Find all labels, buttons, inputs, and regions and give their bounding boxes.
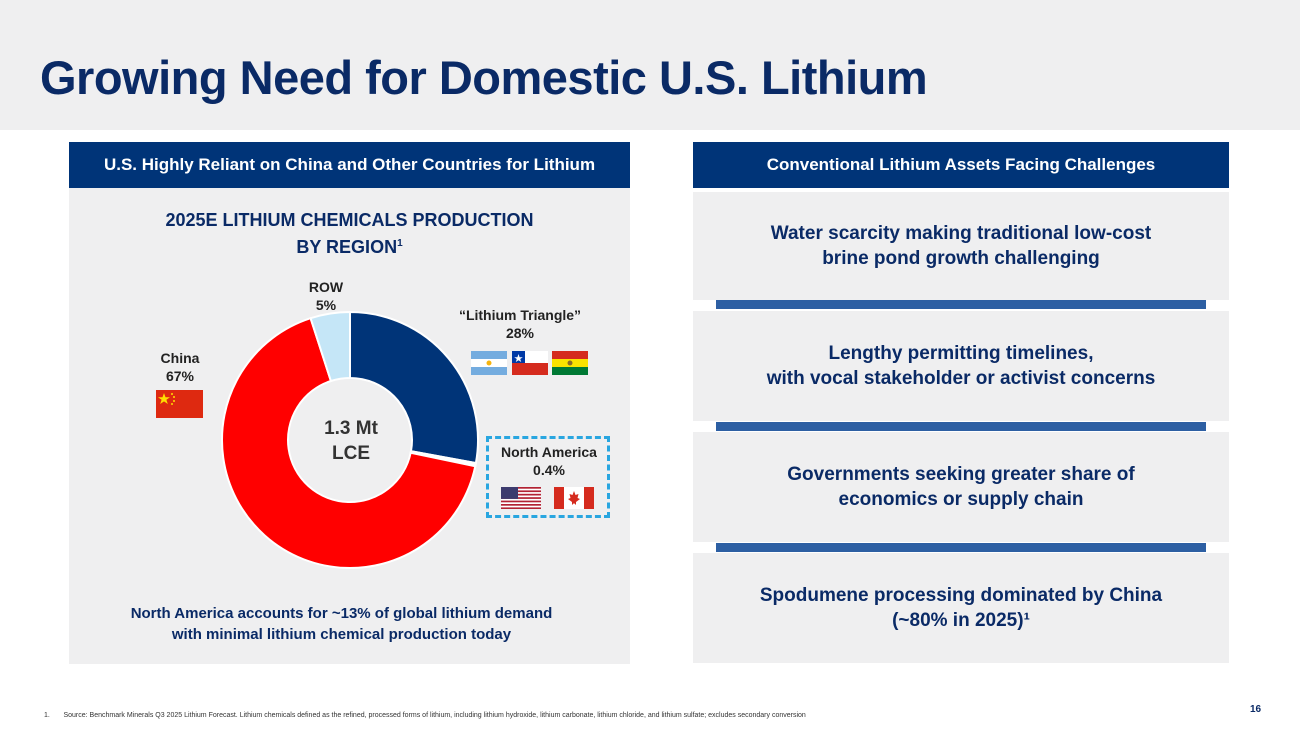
north-america-slice-label: North America 0.4% [489, 443, 609, 479]
chile-flag-icon [512, 351, 548, 375]
row-name: ROW [308, 279, 344, 295]
lithium-triangle-value: 28% [505, 325, 535, 341]
donut-slice-row [309, 310, 351, 383]
donut-slice-lithium-triangle [349, 310, 479, 465]
canada-flag-icon [554, 487, 594, 509]
china-name: China [160, 350, 200, 366]
right-panel-header: Conventional Lithium Assets Facing Chall… [693, 142, 1229, 188]
lithium-triangle-slice-label: “Lithium Triangle” 28% [440, 306, 600, 342]
north-america-demand-note: North America accounts for ~13% of globa… [69, 603, 614, 645]
note-line2: with minimal lithium chemical production… [171, 626, 512, 643]
china-slice-label: China 67% [130, 349, 230, 385]
donut-slice-china [221, 316, 477, 569]
challenge-divider [716, 543, 1206, 552]
row-value: 5% [315, 297, 337, 313]
chart-title-line1: 2025E LITHIUM CHEMICALS PRODUCTION [165, 210, 534, 230]
center-label-line2: LCE [332, 443, 370, 464]
page-title: Growing Need for Domestic U.S. Lithium [40, 51, 928, 104]
page-number: 16 [1250, 704, 1262, 715]
donut-slices [221, 310, 479, 569]
left-panel-header: U.S. Highly Reliant on China and Other C… [69, 142, 630, 188]
challenge-permitting: Lengthy permitting timelines, with vocal… [693, 311, 1229, 421]
left-panel [69, 188, 630, 664]
lithium-triangle-name: “Lithium Triangle” [458, 307, 582, 323]
donut-center-label: 1.3 Mt LCE [301, 416, 401, 466]
challenge-divider [716, 422, 1206, 431]
challenge-spodumene: Spodumene processing dominated by China … [693, 553, 1229, 663]
argentina-flag-icon [471, 351, 507, 375]
north-america-value: 0.4% [533, 462, 565, 478]
north-america-highlight-box [486, 436, 610, 518]
bolivia-flag-icon [552, 351, 588, 375]
source-footnote: 1. Source: Benchmark Minerals Q3 2025 Li… [44, 712, 806, 719]
challenge-water-scarcity: Water scarcity making traditional low-co… [693, 192, 1229, 300]
chart-title: 2025E LITHIUM CHEMICALS PRODUCTION BY RE… [69, 208, 630, 259]
chart-title-footnote-ref: 1 [397, 238, 403, 249]
china-flag-icon [156, 390, 203, 418]
row-slice-label: ROW 5% [296, 278, 356, 314]
challenge-governments: Governments seeking greater share of eco… [693, 432, 1229, 542]
center-label-line1: 1.3 Mt [324, 418, 378, 439]
north-america-name: North America [501, 444, 597, 460]
usa-flag-icon [501, 487, 541, 509]
chart-title-line2: BY REGION [296, 237, 398, 257]
challenge-divider [716, 300, 1206, 309]
title-band [0, 0, 1300, 130]
china-value: 67% [165, 368, 195, 384]
note-line1: North America accounts for ~13% of globa… [130, 605, 553, 622]
